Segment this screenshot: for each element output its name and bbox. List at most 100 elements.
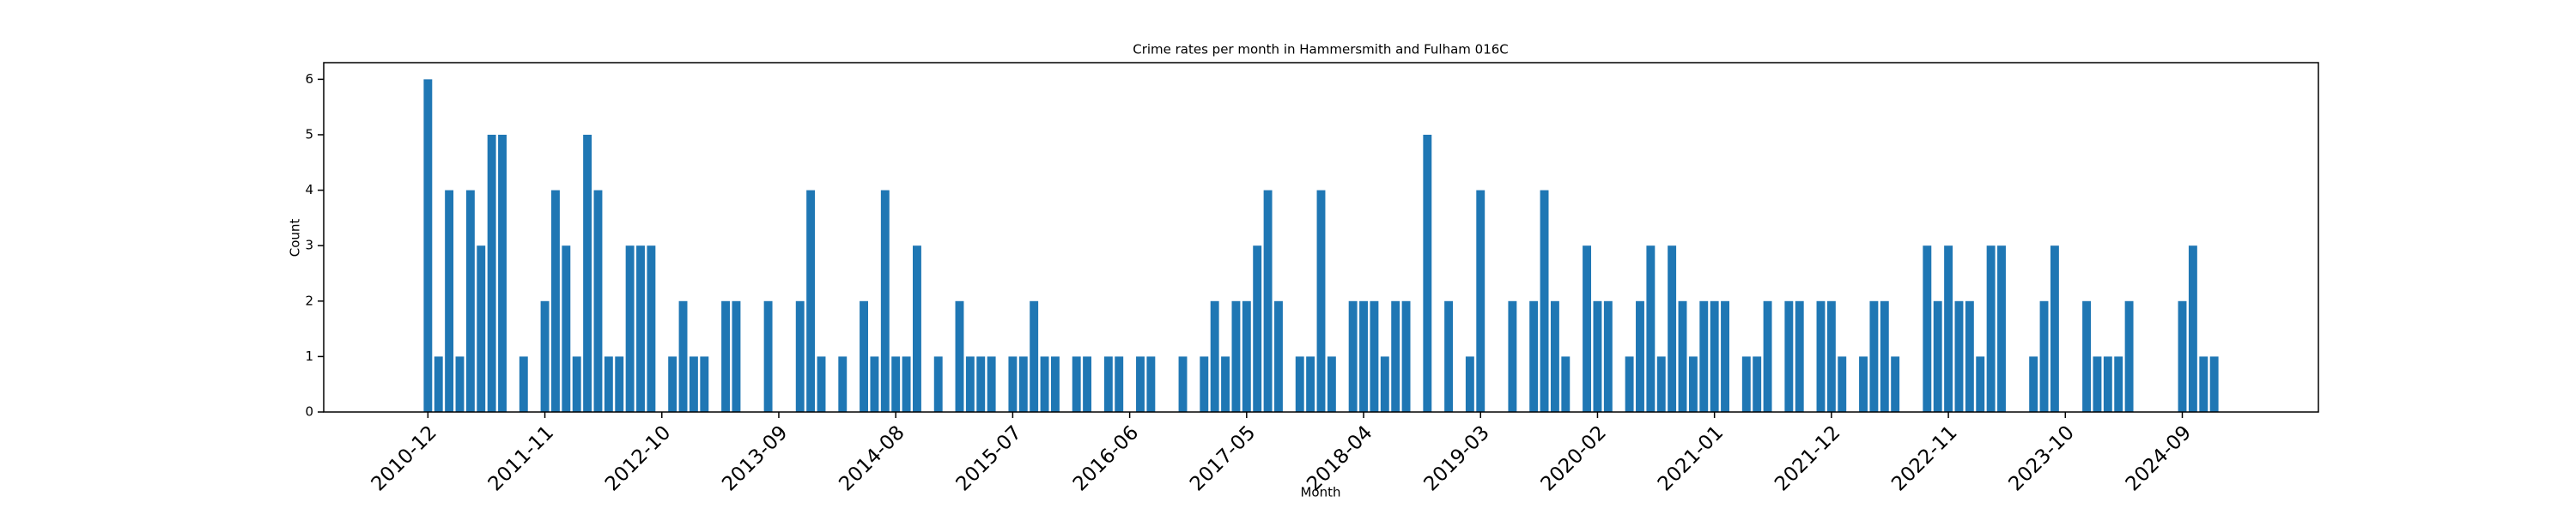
bar (1923, 245, 1932, 412)
y-tick-label: 5 (305, 126, 313, 142)
bar (1072, 356, 1081, 412)
y-tick-label: 6 (305, 71, 313, 87)
bar (1115, 356, 1124, 412)
bar (445, 190, 454, 413)
bar (1327, 356, 1336, 412)
bar (1561, 356, 1571, 412)
bar (1465, 356, 1474, 412)
bar (721, 300, 731, 412)
bar (1869, 300, 1879, 412)
x-tick-label: 2015-07 (952, 421, 1026, 495)
bar (477, 245, 486, 412)
bar (1210, 300, 1219, 412)
bar (1880, 300, 1889, 412)
bar (1583, 245, 1592, 412)
bar (562, 245, 571, 412)
bar (2124, 300, 2134, 412)
bar (2082, 300, 2092, 412)
bar (1083, 356, 1092, 412)
bar (806, 190, 816, 413)
bar (1008, 356, 1018, 412)
bar (1603, 300, 1613, 412)
bar (1859, 356, 1868, 412)
bar (732, 300, 741, 412)
bar (1741, 356, 1751, 412)
bar (2093, 356, 2102, 412)
bar (1359, 300, 1368, 412)
bar (1795, 300, 1804, 412)
bar (583, 134, 592, 412)
bar (1891, 356, 1900, 412)
bar (1656, 356, 1666, 412)
bar (1826, 300, 1836, 412)
bar (2188, 245, 2197, 412)
bar (2209, 356, 2219, 412)
bar (1710, 300, 1719, 412)
bar (1593, 300, 1602, 412)
bar (1508, 300, 1517, 412)
bar (976, 356, 986, 412)
x-tick-label: 2023-10 (2005, 421, 2079, 495)
bar (550, 190, 560, 413)
bar (572, 356, 581, 412)
bar (1018, 356, 1028, 412)
bar (838, 356, 848, 412)
bar (1103, 356, 1113, 412)
bar (1965, 300, 1974, 412)
bar (965, 356, 975, 412)
x-tick-label: 2021-01 (1654, 421, 1728, 495)
bar (487, 134, 496, 412)
bar (1721, 300, 1729, 412)
bar (1753, 356, 1762, 412)
bar (678, 300, 688, 412)
bar (880, 190, 890, 413)
x-tick-label: 2010-12 (368, 421, 441, 495)
bar (1636, 300, 1644, 412)
bar (455, 356, 465, 412)
bar (1986, 245, 1996, 412)
bar (1348, 300, 1358, 412)
bar (2114, 356, 2123, 412)
bar (1253, 245, 1262, 412)
bar (700, 356, 709, 412)
bar (1306, 356, 1315, 412)
plot-frame (323, 62, 2319, 413)
bar (519, 356, 528, 412)
y-tick-label: 1 (305, 348, 313, 364)
y-tick-label: 4 (305, 182, 313, 197)
bar (423, 79, 433, 412)
bar (2178, 300, 2187, 412)
x-tick-label: 2013-09 (718, 421, 792, 495)
x-tick-label: 2011-11 (484, 421, 558, 495)
bar (817, 356, 826, 412)
y-tick-label: 3 (305, 238, 313, 253)
bar (2103, 356, 2112, 412)
bar (1274, 300, 1283, 412)
bar (498, 134, 507, 412)
x-tick-label: 2012-10 (601, 421, 675, 495)
x-tick-label: 2021-12 (1771, 421, 1844, 495)
bar (1476, 190, 1485, 413)
bar (870, 356, 879, 412)
bar (1401, 300, 1411, 412)
x-tick-label: 2020-02 (1537, 421, 1611, 495)
bar (1050, 356, 1060, 412)
bar (1391, 300, 1400, 412)
bar (1263, 190, 1273, 413)
bar (636, 245, 645, 412)
bar (955, 300, 964, 412)
y-tick-label: 2 (305, 293, 313, 308)
bar (1221, 356, 1230, 412)
x-tick-label: 2022-11 (1887, 421, 1961, 495)
y-tick-label: 0 (305, 404, 313, 420)
x-tick-label: 2016-06 (1069, 421, 1143, 495)
bar (2039, 300, 2049, 412)
bar (1699, 300, 1709, 412)
bar (604, 356, 613, 412)
bar (1688, 356, 1698, 412)
bar (1678, 300, 1687, 412)
bar (1954, 300, 1964, 412)
bar (2199, 356, 2208, 412)
bar (1370, 300, 1379, 412)
